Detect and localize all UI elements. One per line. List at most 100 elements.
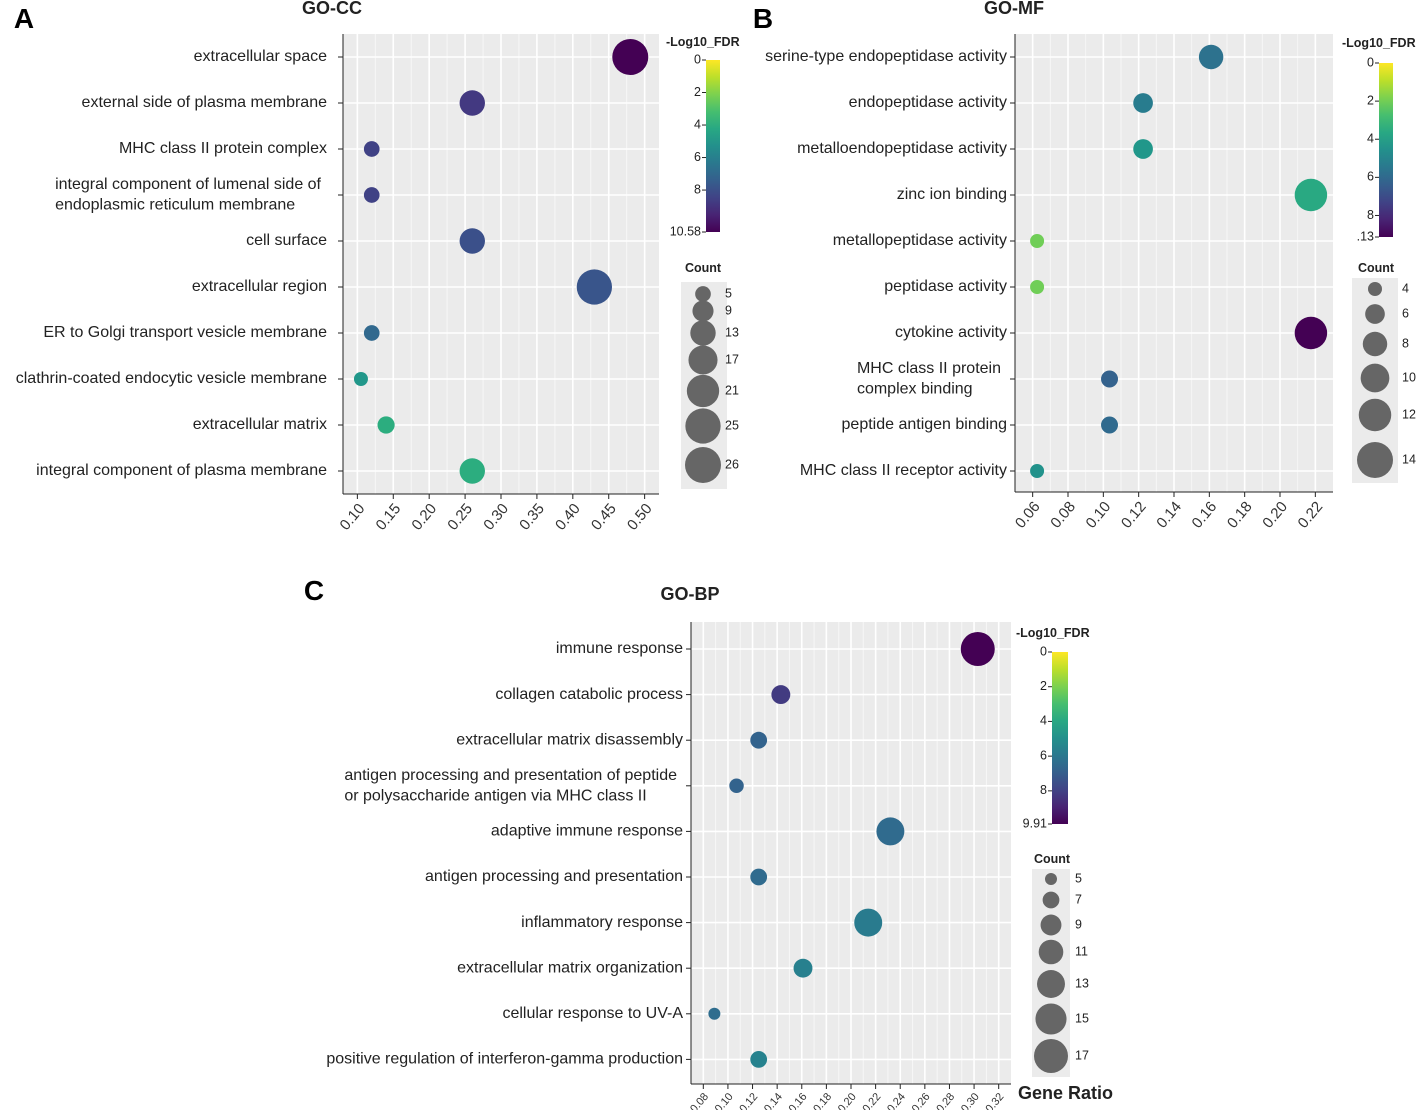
x-tick-label: 0.16 (1189, 498, 1221, 531)
count-legend-circle (1362, 331, 1388, 357)
y-category-label: immune response (556, 640, 683, 657)
x-tick-label: 0.06 (1012, 498, 1044, 531)
colorbar-tick-label: 0 (694, 52, 701, 66)
count-legend-circle (1360, 363, 1390, 393)
data-point (854, 908, 883, 937)
x-tick-label: 0.24 (885, 1091, 908, 1110)
count-legend-label: 17 (1075, 1048, 1089, 1062)
x-tick-label: 0.14 (1153, 498, 1185, 531)
y-category-label: extracellular matrix organization (457, 959, 683, 976)
y-category-label: MHC class II receptor activity (800, 462, 1007, 479)
count-legend-label: 9 (1075, 917, 1082, 931)
data-point (793, 958, 813, 978)
data-point (1198, 44, 1224, 70)
y-category-label: cytokine activity (895, 324, 1007, 341)
panel-title: GO-MF (984, 0, 1044, 18)
count-legend-circle (1045, 873, 1057, 885)
data-point (960, 632, 995, 666)
data-point (459, 228, 485, 254)
x-tick-label: 0.25 (444, 500, 476, 533)
data-point (1030, 280, 1045, 294)
count-legend-label: 5 (1075, 871, 1082, 885)
colorbar-tick-label: 2 (1367, 93, 1374, 107)
count-legend-circle (686, 374, 720, 408)
x-tick-label: 0.18 (811, 1091, 834, 1110)
count-legend-label: 7 (1075, 892, 1082, 906)
panel-letter: C (304, 575, 324, 606)
y-category-label: extracellular space (194, 48, 328, 65)
count-legend-circle (1035, 1003, 1067, 1035)
data-point (1294, 178, 1328, 212)
x-tick-label: 0.18 (1224, 498, 1256, 531)
data-point (750, 868, 768, 886)
count-legend-label: 12 (1402, 407, 1416, 421)
count-legend-label: 6 (1402, 306, 1409, 320)
x-tick-label: 0.12 (1118, 498, 1150, 531)
count-legend-circle (1034, 1039, 1068, 1073)
y-category-label: metalloendopeptidase activity (797, 140, 1007, 157)
data-point (729, 778, 744, 794)
colorbar-tick-label: 2 (694, 85, 701, 99)
y-category-label: MHC class II protein (857, 360, 1001, 377)
y-category-label: adaptive immune response (491, 823, 683, 840)
data-point (750, 1051, 768, 1068)
panel-b: B GO-MF0.06 0.08 0.10 0.12 0.14 0.16 0.18 0.20 0.… (753, 0, 1416, 532)
data-point (363, 325, 380, 341)
count-legend-circle (695, 286, 711, 302)
y-category-label: endopeptidase activity (849, 94, 1007, 111)
colorbar-title: -Log10_FDR (1016, 626, 1090, 640)
colorbar (1379, 63, 1393, 237)
y-category-label: serine-type endopeptidase activity (765, 48, 1007, 65)
count-legend-circle (690, 320, 716, 346)
count-legend-label: 13 (1075, 976, 1089, 990)
count-legend-circle (1365, 304, 1385, 324)
data-point (708, 1007, 721, 1020)
y-category-label: clathrin-coated endocytic vesicle membra… (16, 370, 327, 387)
count-legend-label: 25 (725, 418, 739, 432)
count-legend-circle (1038, 939, 1064, 965)
x-tick-label: 0.35 (516, 500, 548, 533)
y-category-label: collagen catabolic process (495, 686, 683, 703)
x-tick-label: 0.28 (934, 1091, 957, 1110)
count-legend-label: 11 (1075, 944, 1088, 958)
x-tick-label: 0.14 (762, 1091, 785, 1110)
data-point (1133, 93, 1153, 113)
x-tick-label: 0.20 (1259, 498, 1291, 531)
y-category-label: complex binding (857, 380, 973, 397)
x-tick-label: 0.32 (984, 1091, 1007, 1110)
data-point (576, 269, 613, 305)
y-category-label: peptide antigen binding (842, 416, 1007, 433)
colorbar-tick-label: 0 (1367, 55, 1374, 69)
colorbar-tick-label: 2 (1040, 679, 1047, 693)
colorbar-tick-label: 9.91 (1023, 816, 1047, 830)
x-tick-label: 0.10 (713, 1091, 736, 1110)
y-category-label: external side of plasma membrane (82, 94, 328, 111)
x-tick-label: 0.08 (688, 1091, 711, 1110)
x-tick-label: 0.16 (787, 1091, 810, 1110)
count-legend-circle (1358, 398, 1392, 432)
y-category-label: positive regulation of interferon-gamma … (326, 1051, 683, 1068)
x-tick-label: 0.45 (588, 500, 620, 533)
data-point (1133, 139, 1153, 159)
x-tick-label: 0.40 (552, 500, 584, 533)
panel-letter: A (14, 3, 34, 34)
data-point (377, 416, 395, 434)
x-tick-label: 0.15 (373, 500, 405, 533)
x-tick-label: 0.30 (959, 1091, 982, 1110)
count-legend-label: 4 (1402, 281, 1409, 295)
y-category-label: zinc ion binding (897, 186, 1007, 203)
colorbar-tick-label: 6 (694, 150, 701, 164)
count-legend-circle (685, 408, 721, 444)
count-legend-circle (685, 447, 721, 483)
y-category-label: antigen processing and presentation of p… (344, 767, 677, 784)
colorbar-tick-label: 8 (1040, 783, 1047, 797)
count-legend-circle (1037, 970, 1065, 998)
y-category-label: MHC class II protein complex (119, 140, 327, 157)
data-point (771, 685, 791, 705)
data-point (876, 817, 905, 846)
count-legend-label: 8 (1402, 336, 1409, 350)
count-legend-circle (1368, 282, 1382, 296)
panel-letter: B (753, 3, 773, 34)
panel-title: GO-CC (302, 0, 362, 18)
count-legend-label: 5 (725, 286, 732, 300)
